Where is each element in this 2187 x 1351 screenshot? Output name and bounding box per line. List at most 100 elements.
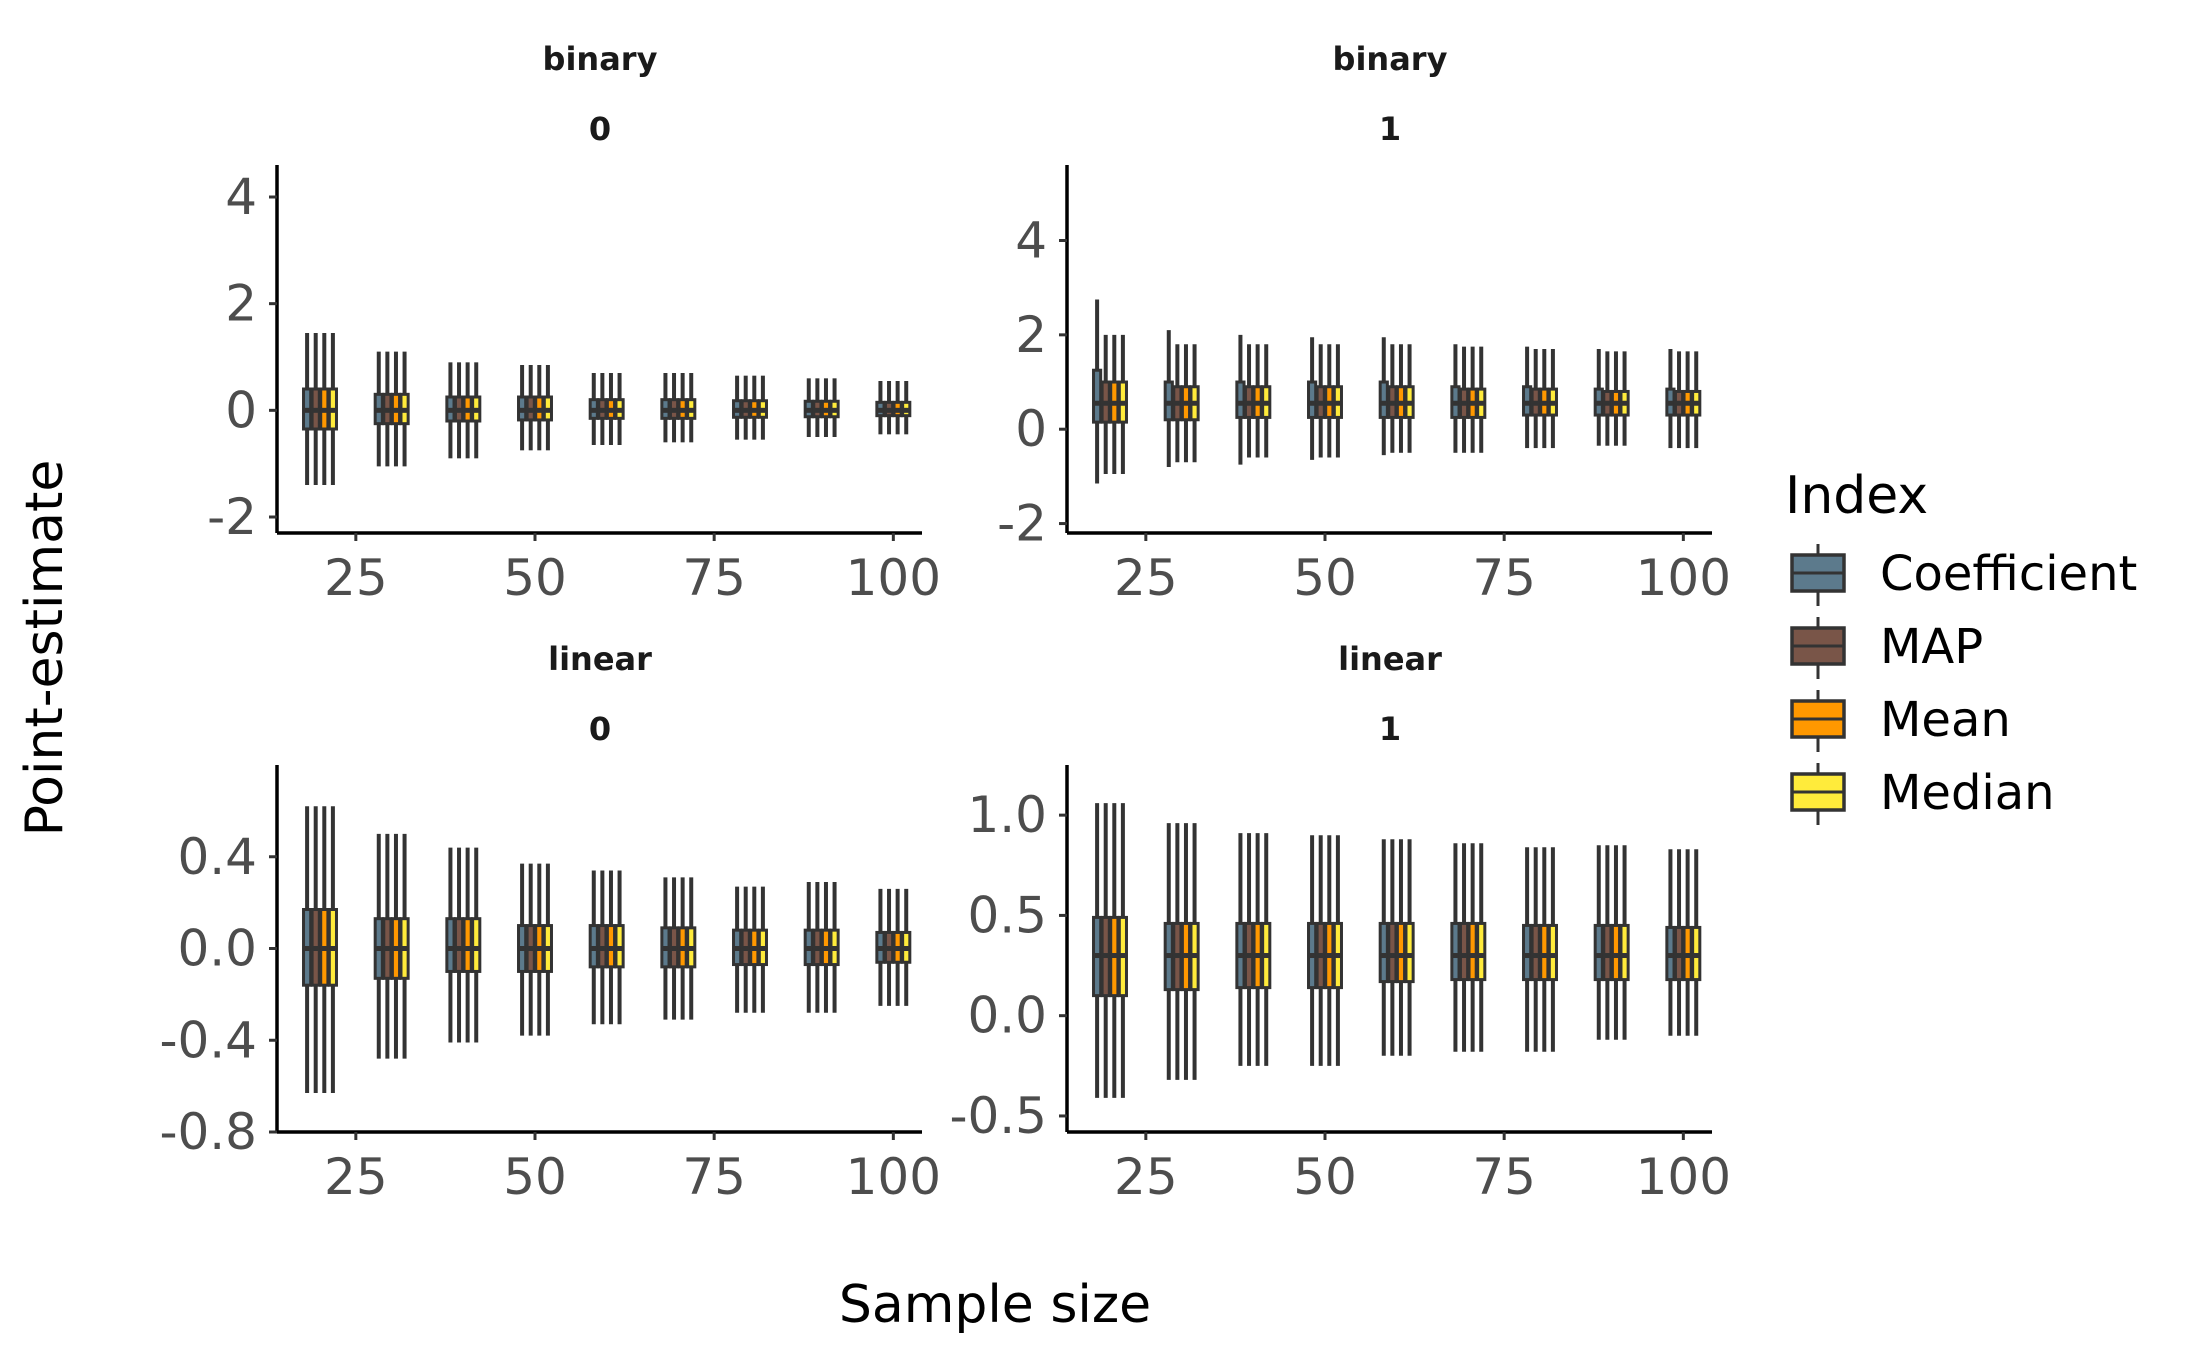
y-tick-label: 4 xyxy=(1015,211,1047,269)
legend-item-map: MAP xyxy=(1790,617,1983,679)
box-mean xyxy=(1467,921,1478,982)
strip-label-level: 0 xyxy=(589,710,611,748)
x-tick-label: 25 xyxy=(324,549,388,607)
box-group xyxy=(803,881,840,1013)
x-tick-label: 100 xyxy=(846,549,941,607)
y-tick-label: 0 xyxy=(1015,400,1047,458)
strip-label-type: linear xyxy=(1338,640,1442,678)
box-group xyxy=(588,373,625,445)
box-median xyxy=(1404,921,1415,984)
x-tick-label: 75 xyxy=(1472,549,1536,607)
y-axis-title: Point-estimate xyxy=(15,460,75,837)
strip-label-level: 1 xyxy=(1379,110,1401,148)
x-tick-label: 50 xyxy=(1293,1148,1357,1206)
box-mean xyxy=(1539,923,1550,982)
y-tick-label: -2 xyxy=(997,495,1047,553)
x-tick-label: 50 xyxy=(503,549,567,607)
box-group xyxy=(732,375,768,440)
box-coefficient xyxy=(1593,923,1604,982)
box-group xyxy=(1450,843,1487,1052)
box-group xyxy=(1522,346,1558,449)
x-tick-label: 25 xyxy=(324,1148,388,1206)
box-group xyxy=(1593,349,1630,446)
box-coefficient xyxy=(445,917,456,973)
box-group xyxy=(373,833,410,1059)
y-tick-label: -0.4 xyxy=(159,1011,257,1069)
box-group xyxy=(875,888,912,1006)
box-group xyxy=(875,381,912,435)
strip-label-type: linear xyxy=(548,640,652,678)
x-tick-label: 25 xyxy=(1114,549,1178,607)
x-axis-title: Sample size xyxy=(839,1275,1151,1335)
box-group xyxy=(1307,337,1343,460)
strip-label-level: 1 xyxy=(1379,710,1401,748)
box-mean xyxy=(462,917,473,973)
box-group xyxy=(1593,845,1630,1040)
legend: Index Coefficient MAP Mean Median xyxy=(1785,466,2137,825)
box-group xyxy=(445,847,482,1043)
box-map xyxy=(1530,923,1541,982)
panels: binary 0 -2 0 2 4 25 50 75 100 binary 1 -2 0 2 4 25 50 75 1… xyxy=(159,40,1731,1206)
box-map xyxy=(453,917,465,973)
y-tick-label: 1.0 xyxy=(967,786,1047,844)
y-tick-label: 2 xyxy=(1015,306,1047,364)
legend-title: Index xyxy=(1785,466,1928,526)
strip-label-type: binary xyxy=(543,40,658,78)
box-group xyxy=(803,378,840,437)
legend-item-coefficient: Coefficient xyxy=(1790,544,2137,606)
x-tick-label: 75 xyxy=(1472,1148,1536,1206)
y-tick-label: 2 xyxy=(225,275,257,333)
x-tick-label: 50 xyxy=(1293,549,1357,607)
box-group xyxy=(1235,334,1272,465)
box-median xyxy=(1476,921,1487,982)
x-tick-label: 100 xyxy=(1636,549,1731,607)
box-median xyxy=(1547,923,1558,982)
box-map xyxy=(1602,923,1613,982)
x-tick-label: 75 xyxy=(682,1148,746,1206)
box-coefficient xyxy=(1307,380,1318,419)
box-group xyxy=(1163,823,1200,1080)
box-group xyxy=(1378,337,1415,456)
box-group xyxy=(732,886,768,1013)
box-group xyxy=(1092,803,1128,1098)
y-tick-label: 0.5 xyxy=(967,886,1047,944)
box-group xyxy=(1235,833,1272,1066)
box-group xyxy=(302,333,338,485)
y-tick-label: 0 xyxy=(225,381,257,439)
box-group xyxy=(517,365,553,451)
box-group xyxy=(660,373,697,443)
y-tick-label: 4 xyxy=(225,168,257,226)
box-group xyxy=(1163,330,1200,467)
box-coefficient xyxy=(1378,380,1389,419)
box-median xyxy=(471,917,482,973)
box-map xyxy=(1387,921,1398,984)
legend-label: Coefficient xyxy=(1880,546,2137,602)
y-tick-label: -0.5 xyxy=(949,1087,1047,1145)
box-group xyxy=(302,806,338,1094)
box-map xyxy=(1458,921,1470,982)
y-tick-label: 0.4 xyxy=(177,828,257,886)
box-group xyxy=(445,362,482,459)
box-mean xyxy=(1395,921,1407,984)
legend-item-mean: Mean xyxy=(1790,690,2011,752)
box-group xyxy=(660,877,697,1020)
box-group xyxy=(1665,349,1702,449)
y-tick-label: -0.8 xyxy=(159,1103,257,1161)
box-median xyxy=(1619,923,1630,982)
box-group xyxy=(1307,835,1343,1066)
panel-3: linear 0 -0.8 -0.4 0.0 0.4 25 50 75 100 xyxy=(159,640,941,1206)
box-group xyxy=(1378,839,1415,1056)
box-coefficient xyxy=(1235,380,1246,419)
box-coefficient xyxy=(1092,368,1103,424)
box-group xyxy=(1092,299,1128,484)
x-tick-label: 50 xyxy=(503,1148,567,1206)
panel-4: linear 1 -0.5 0.0 0.5 1.0 25 50 75 100 xyxy=(949,640,1731,1206)
box-coefficient xyxy=(1378,921,1389,984)
y-tick-label: 0.0 xyxy=(967,987,1047,1045)
box-coefficient xyxy=(1450,921,1461,982)
legend-label: Median xyxy=(1880,765,2055,821)
box-group xyxy=(1522,847,1558,1052)
legend-label: MAP xyxy=(1880,619,1983,675)
y-tick-label: -2 xyxy=(207,488,257,546)
